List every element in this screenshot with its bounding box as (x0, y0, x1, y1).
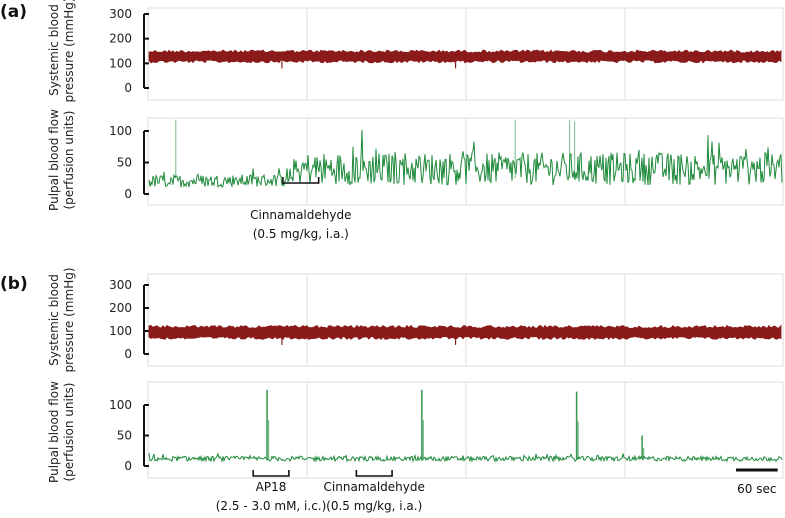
y-axis-label: Pulpal blood flow (47, 109, 61, 211)
series-pulpal-flow (148, 129, 783, 188)
panel-label-a: (a) (0, 2, 27, 22)
y-axis-label-line1: Pulpal blood flow (47, 381, 61, 483)
y-tick-label: 0 (124, 347, 132, 361)
y-tick-label: 0 (124, 187, 132, 201)
y-tick-label: 0 (124, 81, 132, 95)
panel-label-b: (b) (0, 274, 28, 294)
y-axis-label-2: pressure (mmHg) (62, 267, 76, 372)
y-axis-label-line1: Pulpal blood flow (47, 109, 61, 211)
y-tick-label: 50 (117, 156, 132, 170)
scale-bar-label: 60 sec (737, 482, 776, 496)
series-blood-pressure (148, 324, 782, 340)
chart-panel-1: 0 100 200 300 Systemic blood pressure (mmHg) (47, 0, 784, 103)
y-axis-label-line2: pressure (mmHg) (62, 0, 76, 103)
annotation-label: Cinnamaldehyde (324, 480, 425, 494)
y-axis-label-2: (perfusion units) (62, 111, 76, 210)
y-axis-label-2: (perfusion units) (62, 383, 76, 482)
chart-panel-2: 0 50 100 Pulpal blood flow (perfusion units)… (47, 109, 784, 241)
y-tick-label: 100 (109, 124, 132, 138)
y-tick-label: 200 (109, 32, 132, 46)
y-tick-label: 0 (124, 459, 132, 473)
y-axis-label-2: pressure (mmHg) (62, 0, 76, 103)
y-axis-label-line2: (perfusion units) (62, 111, 76, 210)
annotation-sublabel: (0.5 mg/kg, i.a.) (253, 227, 349, 241)
y-axis-label-line2: pressure (mmHg) (62, 267, 76, 372)
series-pulpal-flow (148, 452, 783, 463)
annotation-bracket (252, 470, 290, 477)
y-axis-label-line2: (perfusion units) (62, 383, 76, 482)
chart-panel-3: 0 100 200 300 Systemic blood pressure (mmHg) (47, 267, 784, 373)
y-tick-label: 100 (109, 398, 132, 412)
y-tick-label: 200 (109, 301, 132, 315)
annotation-sublabel: (2.5 - 3.0 mM, i.c.) (216, 499, 327, 513)
y-tick-label: 100 (109, 56, 132, 70)
chart-panel-4: 0 50 100 Pulpal blood flow (perfusion units)… (47, 381, 784, 513)
annotation-label: AP18 (256, 480, 287, 494)
y-tick-label: 50 (117, 429, 132, 443)
y-axis-label: Systemic blood (47, 4, 61, 96)
annotation-bracket (355, 470, 393, 477)
y-axis-label-line1: Systemic blood (47, 274, 61, 366)
annotation-label: Cinnamaldehyde (250, 208, 351, 222)
series-blood-pressure (148, 49, 782, 64)
y-axis-label: Systemic blood (47, 274, 61, 366)
y-axis-label-line1: Systemic blood (47, 4, 61, 96)
y-tick-label: 300 (109, 278, 132, 292)
annotation-bracket (282, 177, 320, 184)
y-axis-label: Pulpal blood flow (47, 381, 61, 483)
annotation-sublabel: (0.5 mg/kg, i.a.) (326, 499, 422, 513)
y-tick-label: 100 (109, 324, 132, 338)
y-tick-label: 300 (109, 7, 132, 21)
